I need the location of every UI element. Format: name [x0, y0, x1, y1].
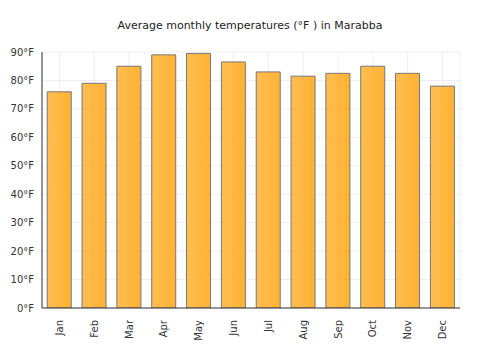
svg-text:70°F: 70°F — [11, 103, 35, 114]
svg-text:20°F: 20°F — [11, 246, 35, 257]
svg-text:30°F: 30°F — [11, 217, 35, 228]
svg-text:Apr: Apr — [158, 319, 169, 337]
svg-text:50°F: 50°F — [11, 160, 35, 171]
svg-text:May: May — [193, 320, 204, 341]
svg-text:Jun: Jun — [228, 320, 239, 337]
svg-text:Oct: Oct — [367, 320, 378, 337]
svg-text:Jul: Jul — [263, 320, 274, 333]
svg-text:Jan: Jan — [54, 320, 65, 336]
html-text:Average monthly temperatures (: Average monthly temperatures (°F ) in Ma… — [117, 19, 383, 32]
svg-text:90°F: 90°F — [11, 47, 35, 58]
svg-text:0°F: 0°F — [17, 303, 34, 314]
svg-text:80°F: 80°F — [11, 75, 35, 86]
svg-text:Mar: Mar — [124, 319, 135, 339]
svg-text:Dec: Dec — [437, 320, 448, 339]
svg-text:60°F: 60°F — [11, 132, 35, 143]
svg-text:Aug: Aug — [298, 320, 309, 340]
svg-text:10°F: 10°F — [11, 274, 35, 285]
svg-text:40°F: 40°F — [11, 189, 35, 200]
svg-text:Feb: Feb — [89, 320, 100, 338]
svg-text:Sep: Sep — [333, 320, 344, 339]
svg-text:Nov: Nov — [402, 320, 413, 340]
